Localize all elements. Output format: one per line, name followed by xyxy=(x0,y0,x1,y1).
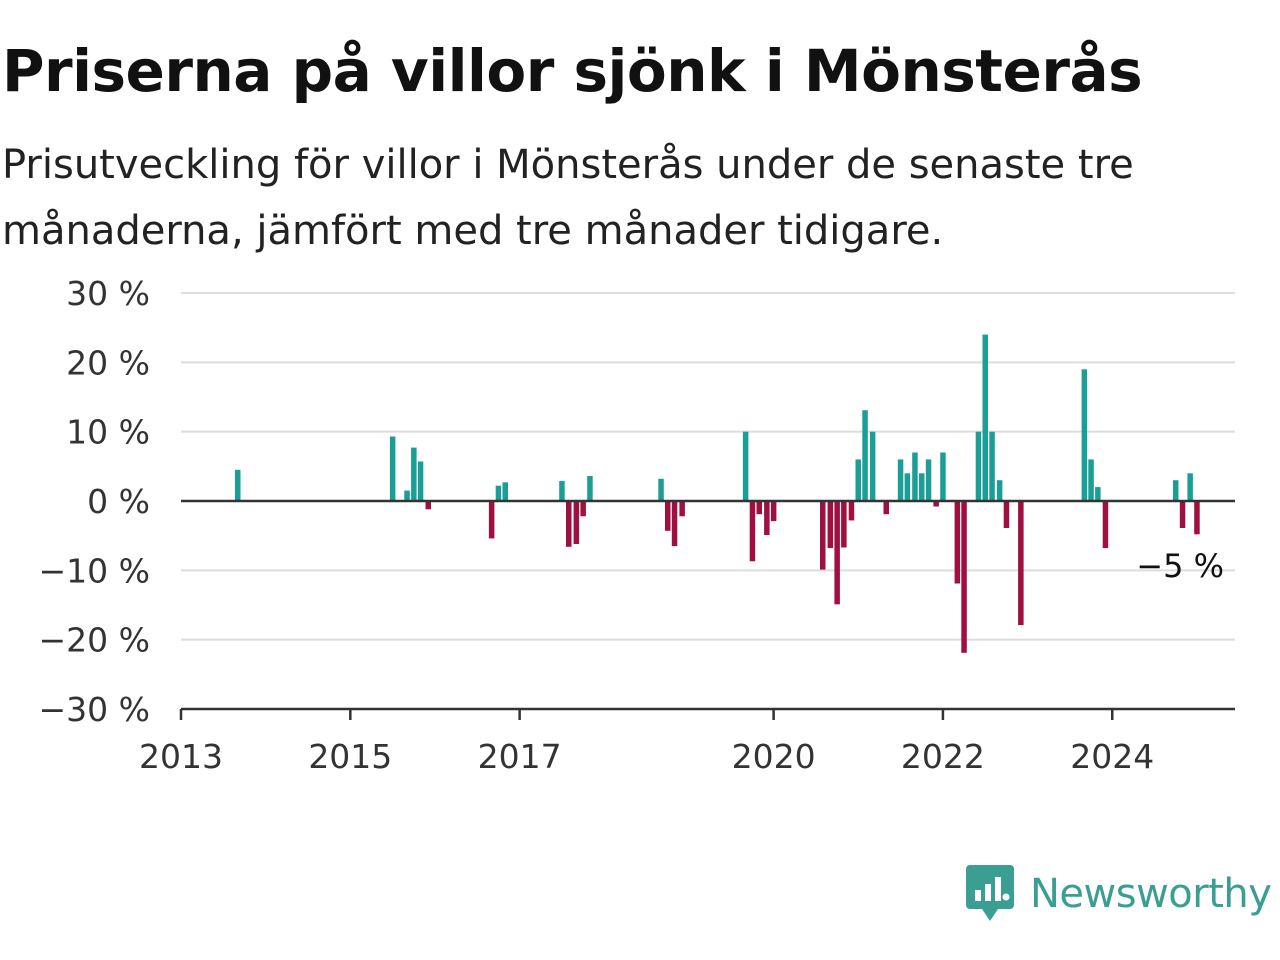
bar xyxy=(566,501,572,547)
bar xyxy=(764,501,770,535)
bar xyxy=(580,501,586,517)
bar xyxy=(488,501,495,539)
y-tick-label: 0 % xyxy=(87,482,150,521)
bars xyxy=(235,334,1200,653)
bar xyxy=(1003,501,1010,528)
bar xyxy=(417,461,424,501)
x-tick-label: 2020 xyxy=(732,737,816,776)
bar xyxy=(389,436,396,501)
bar xyxy=(671,501,678,547)
y-axis-labels: 30 % 20 % 10 % 0 % −10 % −20 % −30 % xyxy=(39,274,151,729)
bar xyxy=(235,469,241,501)
bar xyxy=(834,501,840,605)
bar xyxy=(411,447,417,501)
chart-title: Priserna på villor sjönk i Mönsterås xyxy=(2,37,1143,105)
bar xyxy=(883,501,889,515)
bar xyxy=(954,501,961,584)
y-tick-label: 20 % xyxy=(66,343,150,382)
x-tick-label: 2013 xyxy=(139,737,223,776)
bar xyxy=(502,482,508,501)
bar xyxy=(989,431,995,501)
bar xyxy=(1018,501,1024,626)
bar xyxy=(770,501,777,522)
bar xyxy=(495,485,502,501)
bar xyxy=(925,459,932,501)
bar xyxy=(869,431,876,501)
brand-logo: Newsworthy xyxy=(964,862,1272,926)
y-tick-label: 30 % xyxy=(66,274,150,313)
bar xyxy=(820,501,826,570)
bar xyxy=(1173,480,1179,501)
bar xyxy=(912,452,918,501)
bar xyxy=(1187,473,1193,501)
bar xyxy=(742,431,749,501)
y-tick-label: −10 % xyxy=(39,551,151,590)
x-tick-label: 2015 xyxy=(308,737,392,776)
bar xyxy=(425,501,431,510)
bar xyxy=(855,459,861,501)
bar xyxy=(749,501,756,562)
bar xyxy=(982,334,988,501)
bar xyxy=(919,473,925,501)
y-tick-label: −30 % xyxy=(39,690,151,729)
bar xyxy=(665,501,671,531)
bar xyxy=(848,501,855,521)
bar xyxy=(933,501,939,507)
newsworthy-logo-icon xyxy=(966,865,1014,921)
x-tick-label: 2022 xyxy=(901,737,985,776)
bar xyxy=(658,478,664,501)
bar xyxy=(404,490,410,501)
bar xyxy=(904,473,911,501)
bar xyxy=(1194,501,1200,535)
bar xyxy=(1088,459,1094,501)
bar xyxy=(559,480,565,501)
grid-lines xyxy=(181,292,1235,641)
axes xyxy=(179,499,1235,720)
latest-value-label: −5 % xyxy=(1136,547,1224,585)
x-tick-label: 2024 xyxy=(1070,737,1154,776)
bar xyxy=(961,501,967,653)
x-axis-labels: 2013 2015 2017 2020 2022 2024 xyxy=(139,737,1154,776)
chart-subtitle: Prisutveckling för villor i Mönsterås un… xyxy=(2,142,1134,254)
bar xyxy=(897,459,904,501)
bar xyxy=(975,431,982,501)
bar xyxy=(862,410,868,501)
bar xyxy=(756,501,762,515)
y-tick-label: −20 % xyxy=(39,621,151,660)
bar xyxy=(996,480,1003,501)
bar xyxy=(841,501,847,548)
bar xyxy=(587,476,593,501)
bar xyxy=(1081,369,1088,501)
bar xyxy=(573,501,580,544)
bar xyxy=(940,452,946,501)
bar xyxy=(1179,501,1186,528)
brand-name: Newsworthy xyxy=(1030,871,1272,917)
y-tick-label: 10 % xyxy=(66,413,150,452)
bar xyxy=(679,501,685,517)
bar xyxy=(1095,487,1101,501)
x-tick-label: 2017 xyxy=(478,737,562,776)
bar xyxy=(1102,501,1109,549)
bar xyxy=(827,501,834,549)
bar-chart: 30 %20 %10 %0 %−10 %−20 %−30 % 2013 2015 2… xyxy=(39,274,1235,776)
